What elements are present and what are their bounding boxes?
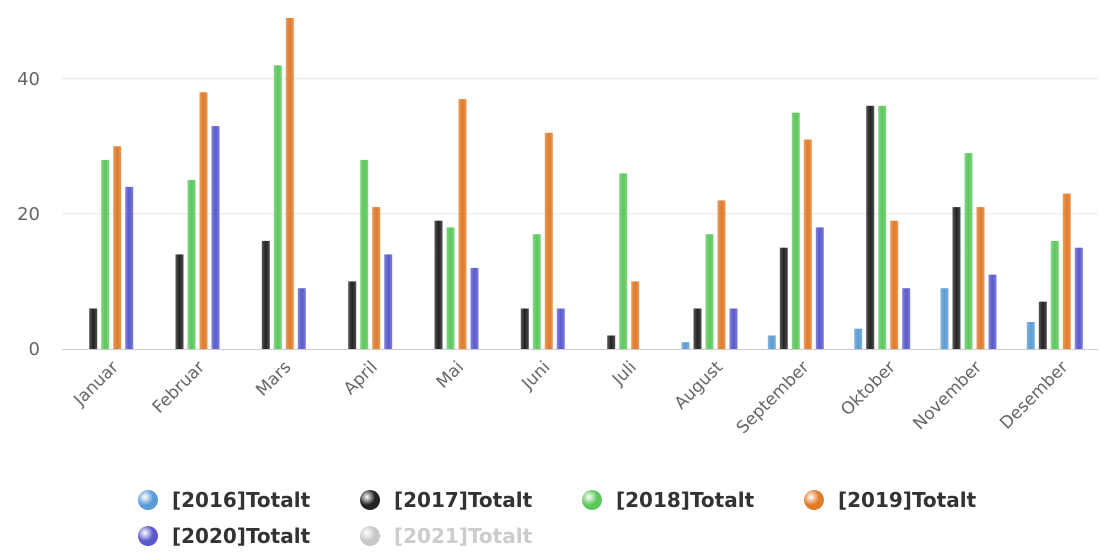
bar-2017totalt-april[interactable] bbox=[348, 281, 357, 349]
bar-2019totalt-april[interactable] bbox=[372, 207, 381, 349]
gridlines bbox=[62, 78, 1098, 215]
bar-2019totalt-mai[interactable] bbox=[458, 99, 467, 349]
bar-2020totalt-desember[interactable] bbox=[1074, 247, 1083, 349]
y-axis-ticks: 0 20 40 bbox=[17, 69, 40, 360]
bar-2018totalt-september[interactable] bbox=[791, 112, 800, 349]
x-tick-label-desember: Desember bbox=[996, 357, 1072, 433]
bar-2019totalt-oktober[interactable] bbox=[890, 220, 899, 349]
bar-2018totalt-desember[interactable] bbox=[1050, 240, 1059, 349]
bar-2016totalt-november[interactable] bbox=[940, 288, 949, 349]
bar-2019totalt-juli[interactable] bbox=[631, 281, 640, 349]
bar-2017totalt-mai[interactable] bbox=[434, 220, 443, 349]
x-tick-label-mars: Mars bbox=[252, 357, 295, 400]
bar-2020totalt-september[interactable] bbox=[815, 227, 824, 349]
bar-2020totalt-november[interactable] bbox=[988, 274, 997, 349]
bar-2019totalt-desember[interactable] bbox=[1062, 193, 1071, 349]
x-tick-label-august: August bbox=[671, 357, 727, 413]
x-tick-label-september: September bbox=[733, 357, 814, 438]
bar-2019totalt-november[interactable] bbox=[976, 207, 985, 349]
legend-item-2020[interactable]: [2020]Totalt bbox=[138, 524, 310, 548]
legend-dot-2017-icon bbox=[360, 490, 380, 510]
bar-2019totalt-juni[interactable] bbox=[544, 132, 553, 349]
legend-item-2017[interactable]: [2017]Totalt bbox=[360, 488, 532, 512]
bar-2017totalt-juli[interactable] bbox=[607, 335, 616, 350]
bar-2019totalt-mars[interactable] bbox=[285, 18, 294, 349]
bar-2020totalt-januar[interactable] bbox=[125, 186, 134, 349]
legend-dot-2020-icon bbox=[138, 526, 158, 546]
bar-2017totalt-september[interactable] bbox=[779, 247, 788, 349]
bar-2018totalt-januar[interactable] bbox=[101, 159, 110, 349]
legend-item-2018[interactable]: [2018]Totalt bbox=[582, 488, 754, 512]
x-tick-label-oktober: Oktober bbox=[837, 357, 900, 420]
bar-2016totalt-oktober[interactable] bbox=[854, 328, 863, 349]
bar-2018totalt-november[interactable] bbox=[964, 153, 973, 349]
bar-2016totalt-september[interactable] bbox=[767, 335, 776, 350]
bar-2017totalt-mars[interactable] bbox=[261, 240, 270, 349]
bar-2018totalt-februar[interactable] bbox=[187, 180, 196, 349]
bar-chart: 0 20 40 Januar Februar Mars April Mai Juni Juli A… bbox=[17, 18, 1098, 438]
legend-item-2019[interactable]: [2019]Totalt bbox=[804, 488, 976, 512]
legend-item-2021[interactable]: [2021]Totalt bbox=[360, 524, 532, 548]
bar-2020totalt-oktober[interactable] bbox=[902, 288, 911, 349]
bar-2018totalt-august[interactable] bbox=[705, 234, 714, 349]
y-tick-label: 0 bbox=[29, 339, 40, 360]
legend-dot-2021-icon bbox=[360, 526, 380, 546]
bar-2018totalt-juli[interactable] bbox=[619, 173, 628, 349]
x-tick-label-februar: Februar bbox=[149, 357, 209, 417]
y-tick-label: 40 bbox=[17, 69, 40, 90]
bar-2018totalt-mars[interactable] bbox=[273, 65, 282, 350]
bar-2019totalt-februar[interactable] bbox=[199, 92, 208, 350]
x-tick-label-april: April bbox=[340, 357, 382, 399]
legend-label-2020: [2020]Totalt bbox=[172, 524, 311, 548]
bar-2018totalt-oktober[interactable] bbox=[878, 105, 887, 349]
bar-2020totalt-april[interactable] bbox=[384, 254, 393, 349]
legend-label-2019: [2019]Totalt bbox=[838, 488, 977, 512]
legend-label-2017: [2017]Totalt bbox=[394, 488, 533, 512]
bar-2019totalt-januar[interactable] bbox=[113, 146, 122, 349]
x-tick-label-januar: Januar bbox=[69, 357, 122, 410]
legend-label-2016: [2016]Totalt bbox=[172, 488, 311, 512]
legend-label-2021: [2021]Totalt bbox=[394, 524, 533, 548]
bar-2017totalt-desember[interactable] bbox=[1038, 301, 1047, 349]
bar-2017totalt-januar[interactable] bbox=[89, 308, 98, 350]
bar-2017totalt-oktober[interactable] bbox=[866, 105, 875, 349]
legend-dot-2018-icon bbox=[582, 490, 602, 510]
bar-2017totalt-august[interactable] bbox=[693, 308, 702, 350]
bar-2017totalt-juni[interactable] bbox=[520, 308, 529, 350]
bar-2020totalt-juni[interactable] bbox=[556, 308, 565, 350]
bar-2020totalt-februar[interactable] bbox=[211, 126, 220, 349]
bar-2017totalt-november[interactable] bbox=[952, 207, 961, 349]
x-axis-labels: Januar Februar Mars April Mai Juni Juli August S… bbox=[69, 357, 1072, 438]
bar-2018totalt-april[interactable] bbox=[360, 159, 369, 349]
x-tick-label-juli: Juli bbox=[608, 357, 641, 390]
bar-2020totalt-mai[interactable] bbox=[470, 267, 479, 349]
legend-dot-2019-icon bbox=[804, 490, 824, 510]
bar-2019totalt-september[interactable] bbox=[803, 139, 812, 349]
x-tick-label-juni: Juni bbox=[517, 357, 554, 394]
bars bbox=[89, 18, 1083, 350]
bar-2019totalt-august[interactable] bbox=[717, 200, 726, 349]
bar-2016totalt-desember[interactable] bbox=[1026, 322, 1035, 349]
x-tick-label-mai: Mai bbox=[433, 357, 468, 392]
bar-2020totalt-august[interactable] bbox=[729, 308, 738, 350]
bar-2020totalt-mars[interactable] bbox=[297, 288, 306, 349]
bar-2016totalt-august[interactable] bbox=[681, 342, 690, 349]
x-tick-label-november: November bbox=[909, 357, 986, 434]
legend-label-2018: [2018]Totalt bbox=[616, 488, 755, 512]
bar-2018totalt-juni[interactable] bbox=[532, 234, 541, 349]
bar-2017totalt-februar[interactable] bbox=[175, 254, 184, 349]
legend-item-2016[interactable]: [2016]Totalt bbox=[138, 488, 310, 512]
y-tick-label: 20 bbox=[17, 204, 40, 225]
bar-2018totalt-mai[interactable] bbox=[446, 227, 455, 349]
legend-dot-2016-icon bbox=[138, 490, 158, 510]
